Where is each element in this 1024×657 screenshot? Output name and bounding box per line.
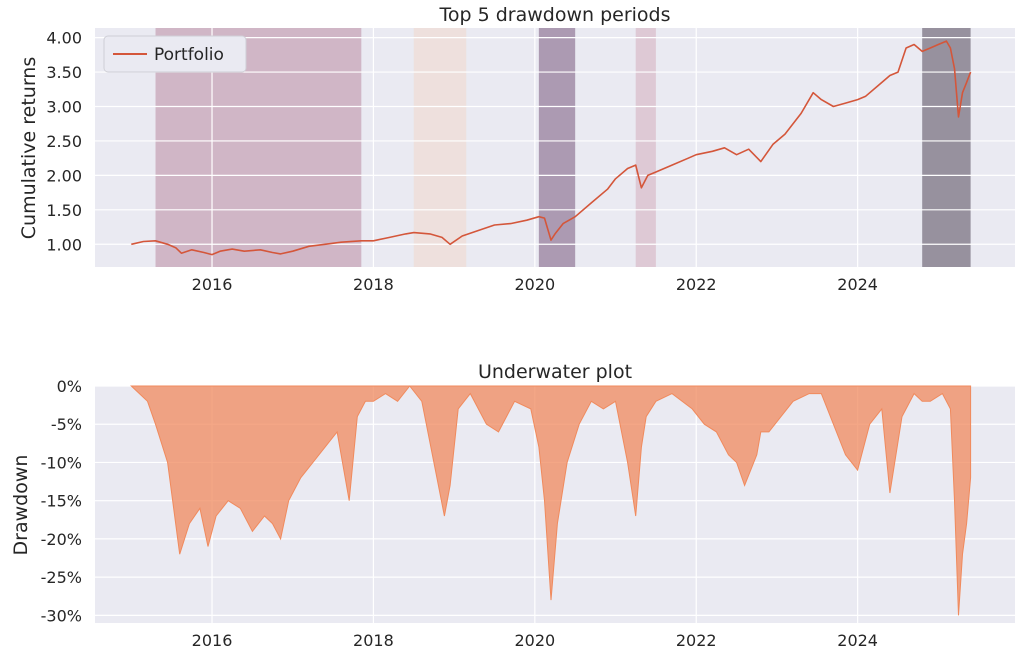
x-tick-label: 2022 (676, 275, 717, 294)
x-tick-label: 2020 (514, 631, 555, 650)
x-tick-label: 2024 (837, 631, 878, 650)
y-tick-label: 2.50 (46, 132, 82, 151)
x-tick-label: 2022 (676, 631, 717, 650)
y-tick-label: -15% (41, 492, 82, 511)
cumulative-y-axis-label: Cumulative returns (18, 57, 40, 239)
cumulative-chart-title: Top 5 drawdown periods (438, 4, 670, 26)
y-tick-label: 3.50 (46, 63, 82, 82)
x-tick-label: 2016 (192, 631, 233, 650)
x-tick-label: 2024 (837, 275, 878, 294)
y-tick-label: 1.00 (46, 235, 82, 254)
y-tick-label: -30% (41, 606, 82, 625)
y-tick-label: 3.00 (46, 98, 82, 117)
x-tick-label: 2018 (353, 275, 394, 294)
y-tick-label: -25% (41, 568, 82, 587)
underwater-chart-title: Underwater plot (478, 361, 632, 383)
legend: Portfolio (103, 35, 247, 73)
drawdown-period-span (413, 28, 467, 267)
cumulative-returns-chart: 2016 2018 2020 2022 2024 1.00 1.50 2.00 2.50 3.0… (18, 4, 1015, 294)
legend-label: Portfolio (154, 45, 224, 65)
underwater-chart: 2016 2018 2020 2022 2024 0% -5% -10% -15% -20% -2… (10, 361, 1015, 650)
x-tick-label: 2020 (514, 275, 555, 294)
y-tick-label: 4.00 (46, 29, 82, 48)
x-tick-label: 2018 (353, 631, 394, 650)
y-tick-label: 2.00 (46, 166, 82, 185)
drawdown-period-span (635, 28, 656, 267)
y-tick-label: 1.50 (46, 201, 82, 220)
legend-box (103, 35, 247, 73)
y-tick-label: -5% (51, 415, 82, 434)
portfolio-line (131, 40, 972, 256)
y-tick-label: -20% (41, 530, 82, 549)
y-tick-label: -10% (41, 453, 82, 472)
y-tick-label: 0% (57, 377, 82, 396)
drawdown-area (130, 385, 972, 616)
drawdown-y-axis-label: Drawdown (10, 455, 32, 556)
drawdown-period-span (538, 28, 576, 267)
drawdown-period-span (922, 28, 971, 267)
x-tick-label: 2016 (192, 275, 233, 294)
